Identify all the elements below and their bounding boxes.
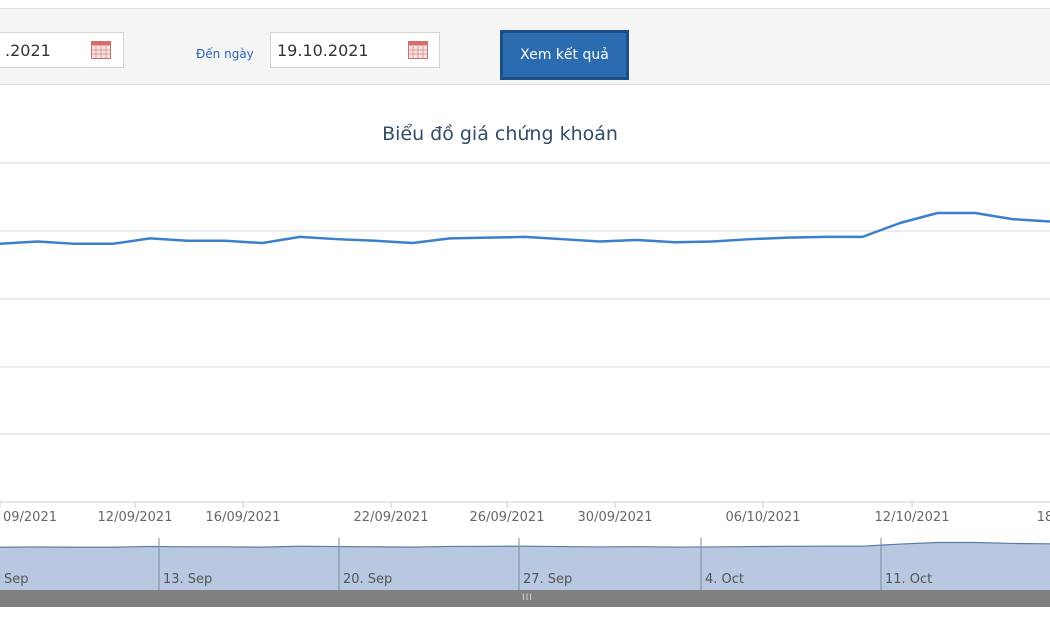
x-tick-label: 09/2021 [3, 510, 57, 525]
navigator-tick-label: 4. Oct [705, 572, 744, 587]
navigator-tick-label: 13. Sep [163, 572, 212, 587]
calendar-icon[interactable] [91, 41, 111, 59]
chart-title: Biểu đồ giá chứng khoán [382, 123, 618, 145]
navigator-tick-label: 20. Sep [343, 572, 392, 587]
x-tick-label: 30/09/2021 [578, 510, 653, 525]
from-date-value: .2021 [5, 41, 51, 60]
navigator-tick-label: 11. Oct [885, 572, 932, 587]
x-tick-label: 26/09/2021 [470, 510, 545, 525]
calendar-icon[interactable] [408, 41, 428, 59]
navigator-line [0, 541, 1050, 548]
navigator-tick-label: 27. Sep [523, 572, 572, 587]
x-tick-label: 06/10/2021 [726, 510, 801, 525]
x-axis-ticks [0, 502, 913, 508]
x-tick-label: 16/09/2021 [206, 510, 281, 525]
navigator[interactable]: Sep 13. Sep 20. Sep 27. Sep 4. Oct 11. Oct [0, 538, 1050, 590]
price-line [0, 211, 1050, 246]
to-date-label: Đến ngày [196, 47, 254, 61]
x-tick-label: 18 [1037, 510, 1050, 525]
navigator-tick-label: Sep [4, 572, 29, 587]
from-date-input[interactable]: .2021 [0, 32, 124, 68]
scrollbar-grip[interactable]: III [522, 593, 533, 603]
x-tick-label: 12/09/2021 [98, 510, 173, 525]
x-tick-label: 22/09/2021 [354, 510, 429, 525]
filter-bar: .2021 Đến ngày 19.10.2021 Xem kết quả [0, 9, 1050, 85]
to-date-input[interactable]: 19.10.2021 [270, 32, 440, 68]
price-series [0, 211, 1050, 246]
navigator-area [0, 542, 1050, 590]
top-border [0, 0, 1050, 9]
x-tick-label: 12/10/2021 [875, 510, 950, 525]
view-results-button[interactable]: Xem kết quả [500, 30, 629, 80]
chart-grid [0, 162, 1050, 503]
x-axis-labels: 09/2021 12/09/2021 16/09/2021 22/09/2021 26/… [3, 510, 1050, 525]
scrollbar[interactable]: III [0, 590, 1050, 607]
to-date-value: 19.10.2021 [277, 41, 369, 60]
